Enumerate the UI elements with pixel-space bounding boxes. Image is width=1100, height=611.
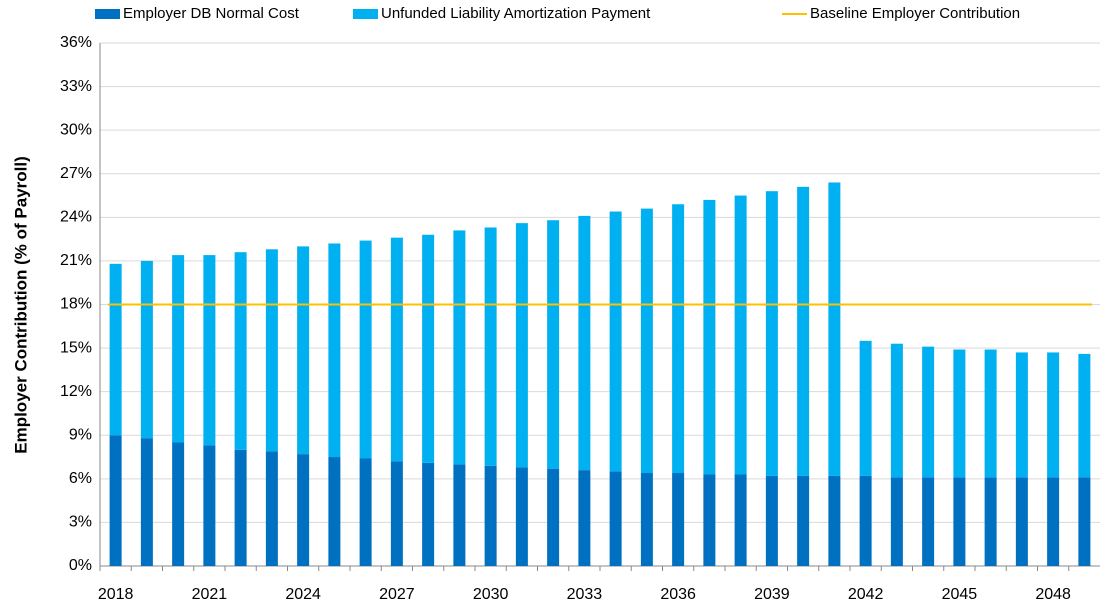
bar-segment: [422, 462, 435, 566]
bar-segment: [765, 191, 778, 476]
bar-segment: [390, 461, 403, 566]
bar-segment: [297, 454, 310, 566]
bar-segment: [703, 474, 716, 566]
x-tick-label: 2021: [192, 586, 228, 603]
y-tick-label: 9%: [69, 426, 92, 443]
x-tick-label: 2024: [285, 586, 321, 603]
bar-segment: [672, 473, 685, 566]
y-tick-label: 24%: [60, 209, 92, 226]
bar-segment: [265, 249, 278, 452]
bar-segment: [359, 458, 372, 566]
bar-segment: [578, 215, 591, 471]
x-tick-label: 2036: [660, 586, 696, 603]
legend-swatch: [353, 9, 378, 19]
bar-segment: [172, 442, 185, 566]
bar-segment: [265, 451, 278, 566]
bar-segment: [422, 234, 435, 463]
bar-segment: [453, 464, 466, 566]
bar-segment: [922, 477, 935, 566]
bar-segment: [609, 211, 622, 472]
bar-segment: [453, 230, 466, 465]
x-tick-label: 2030: [473, 586, 509, 603]
bar-segment: [390, 237, 403, 462]
bar-segment: [203, 445, 216, 566]
bar-segment: [672, 204, 685, 474]
bar-segment: [515, 467, 528, 566]
y-tick-label: 15%: [60, 339, 92, 356]
bar-segment: [922, 346, 935, 478]
x-tick-label: 2018: [98, 586, 134, 603]
bar-segment: [797, 475, 810, 566]
x-tick-label: 2033: [567, 586, 603, 603]
bar-segment: [1047, 352, 1060, 478]
bar-segment: [640, 208, 653, 474]
y-tick-label: 21%: [60, 252, 92, 269]
bar-segment: [984, 477, 997, 566]
y-tick-label: 6%: [69, 470, 92, 487]
bar-segment: [578, 470, 591, 566]
bar-segment: [109, 435, 122, 566]
y-tick-label: 12%: [60, 383, 92, 400]
bar-segment: [234, 252, 247, 450]
bar-segment: [828, 475, 841, 566]
bar-segment: [109, 263, 122, 436]
x-tick-label: 2045: [942, 586, 978, 603]
bar-segment: [984, 349, 997, 478]
bar-segment: [859, 475, 872, 566]
bar-segment: [797, 186, 810, 476]
bar-segment: [1015, 477, 1028, 566]
bar-segment: [1078, 477, 1091, 566]
bar-segment: [859, 340, 872, 476]
bar-segment: [297, 246, 310, 455]
bar-segment: [328, 457, 341, 566]
legend-label: Baseline Employer Contribution: [810, 5, 1020, 22]
legend-label: Unfunded Liability Amortization Payment: [381, 5, 651, 22]
bar-segment: [828, 182, 841, 476]
bar-segment: [172, 255, 185, 443]
bar-segment: [734, 474, 747, 566]
bar-segment: [703, 199, 716, 475]
bar-segment: [359, 240, 372, 459]
bar-segment: [140, 260, 153, 439]
bar-segment: [234, 449, 247, 566]
y-tick-label: 0%: [69, 557, 92, 574]
bar-segment: [734, 195, 747, 475]
bar-segment: [765, 475, 778, 566]
bar-segment: [1047, 477, 1060, 566]
y-axis-title: Employer Contribution (% of Payroll): [11, 156, 30, 454]
bar-segment: [890, 477, 903, 566]
x-tick-label: 2048: [1035, 586, 1071, 603]
y-tick-label: 3%: [69, 514, 92, 531]
y-tick-label: 27%: [60, 165, 92, 182]
y-tick-label: 18%: [60, 296, 92, 313]
bar-segment: [484, 465, 497, 566]
bar-segment: [547, 220, 560, 469]
bar-segment: [953, 477, 966, 566]
bar-segment: [515, 223, 528, 468]
bar-segment: [328, 243, 341, 458]
y-tick-label: 30%: [60, 121, 92, 138]
bar-segment: [1015, 352, 1028, 478]
bar-segment: [547, 468, 560, 566]
bar-segment: [1078, 353, 1091, 478]
bar-segment: [609, 471, 622, 566]
bar-segment: [203, 255, 216, 446]
y-tick-label: 36%: [60, 34, 92, 51]
bar-segment: [484, 227, 497, 466]
bar-segment: [140, 438, 153, 566]
x-tick-label: 2039: [754, 586, 790, 603]
y-tick-label: 33%: [60, 78, 92, 95]
bar-segment: [890, 343, 903, 478]
x-tick-label: 2027: [379, 586, 415, 603]
legend-label: Employer DB Normal Cost: [123, 5, 300, 22]
x-tick-label: 2042: [848, 586, 884, 603]
legend-swatch: [95, 9, 120, 19]
bar-segment: [953, 349, 966, 478]
bar-segment: [640, 473, 653, 566]
